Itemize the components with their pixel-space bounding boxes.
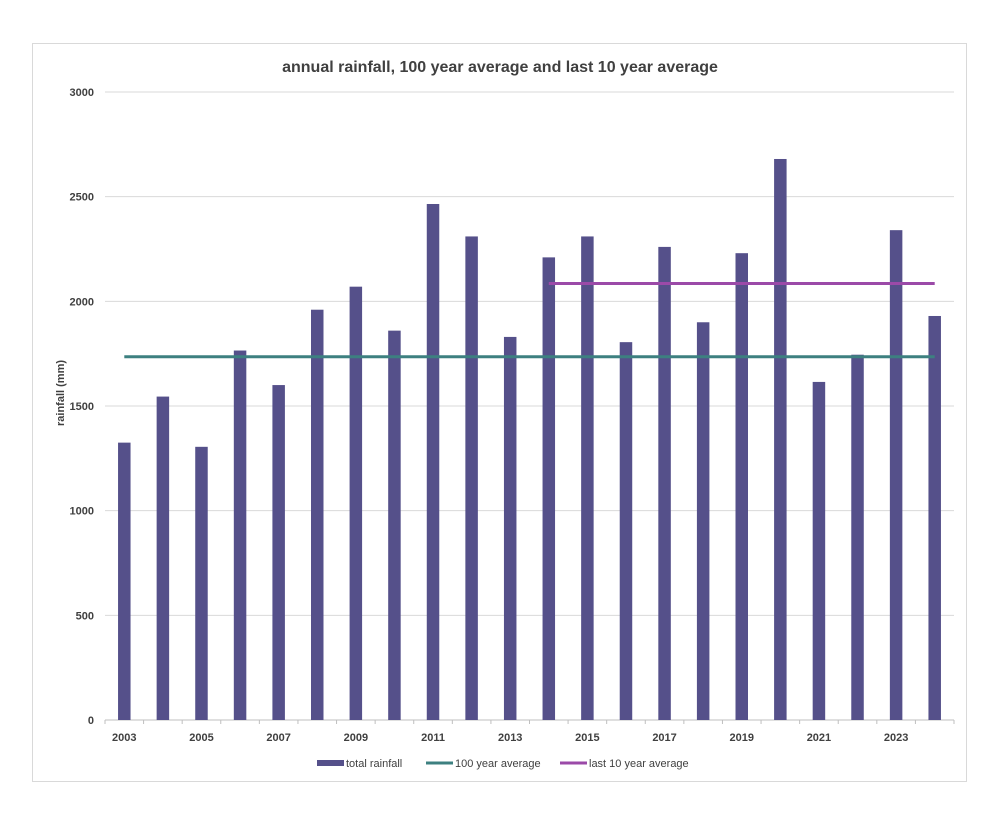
y-tick-label: 2500	[70, 192, 94, 204]
bar-2004	[156, 396, 170, 720]
bar-2011	[426, 203, 440, 720]
y-tick-label: 3000	[70, 87, 94, 99]
y-axis-label: rainfall (mm)	[55, 360, 67, 426]
bar-2012	[465, 236, 478, 720]
bar-2023	[889, 230, 903, 720]
average-lines	[124, 282, 935, 359]
x-tick-label: 2015	[575, 732, 599, 744]
bar-2009	[349, 286, 363, 720]
y-tick-label: 1000	[70, 506, 94, 518]
y-tick-label: 500	[76, 610, 94, 622]
rainfall-chart: annual rainfall, 100 year average and la…	[55, 59, 955, 770]
legend: total rainfall 100 year average last 10 ye…	[317, 758, 689, 770]
bar-2016	[619, 342, 633, 720]
bar-2005	[195, 446, 208, 720]
legend-label: last 10 year average	[589, 758, 689, 770]
x-tick-label: 2019	[730, 732, 754, 744]
bar-2021	[812, 381, 826, 720]
x-tick-label: 2005	[189, 732, 213, 744]
y-tick-label: 1500	[70, 401, 94, 413]
legend-label: 100 year average	[455, 758, 541, 770]
bar-2003	[118, 442, 131, 720]
y-tick-label: 2000	[70, 296, 94, 308]
bar-2006	[233, 350, 247, 720]
chart-title: annual rainfall, 100 year average and la…	[282, 59, 718, 76]
x-tick-label: 2023	[884, 732, 908, 744]
bar-2010	[388, 330, 401, 720]
x-tick-label: 2017	[652, 732, 676, 744]
grid-lines	[104, 91, 955, 724]
x-tick-label: 2003	[112, 732, 136, 744]
bar-2015	[581, 236, 594, 720]
bar-2022	[851, 354, 864, 720]
x-tick-label: 2013	[498, 732, 522, 744]
bar-series	[118, 158, 941, 721]
x-tick-label: 2009	[344, 732, 368, 744]
legend-item-total-rainfall: total rainfall	[317, 758, 402, 770]
bar-2020	[774, 158, 787, 720]
bar-2008	[311, 309, 324, 720]
bar-2013	[503, 336, 517, 720]
y-tick-labels: 0 500 1000 1500 2000 2500 3000	[70, 87, 94, 727]
legend-item-100-year-average: 100 year average	[426, 758, 541, 770]
x-tick-label: 2021	[807, 732, 831, 744]
bar-2018	[696, 322, 710, 720]
x-tick-labels: 2003 2005 2007 2009 2011 2013 2015 2017 2019 2021…	[112, 732, 908, 744]
chart-frame: annual rainfall, 100 year average and la…	[32, 43, 967, 782]
bar-2019	[735, 253, 748, 721]
bar-2024	[928, 315, 941, 720]
x-tick-label: 2011	[421, 732, 445, 744]
legend-label: total rainfall	[346, 758, 402, 770]
legend-swatch	[317, 760, 344, 766]
legend-item-last-10-year-average: last 10 year average	[560, 758, 689, 770]
bar-2014	[542, 257, 556, 720]
bar-2017	[658, 246, 671, 720]
x-tick-label: 2007	[266, 732, 290, 744]
y-tick-label: 0	[88, 715, 94, 727]
bar-2007	[272, 385, 285, 720]
